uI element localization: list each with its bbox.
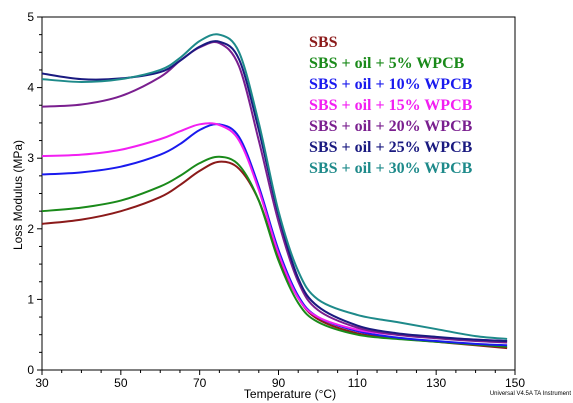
legend-entry-2: SBS + oil + 5% WPCB bbox=[309, 55, 465, 72]
legend-entry-1: SBS bbox=[309, 34, 338, 51]
series-line-7 bbox=[41, 33, 508, 340]
series-line-2 bbox=[41, 155, 508, 348]
legend: SBS SBS + oil + 5% WPCB SBS + oil + 10% WP… bbox=[309, 34, 473, 177]
axes: 30 50 70 90 110 130 150 0 1 2 3 4 5 bbox=[27, 10, 525, 390]
legend-entry-7: SBS + oil + 30% WPCB bbox=[309, 160, 473, 177]
series-line-6 bbox=[41, 40, 508, 343]
legend-entry-3: SBS + oil + 10% WPCB bbox=[309, 76, 473, 93]
x-tick-label: 90 bbox=[272, 376, 286, 390]
series-line-3 bbox=[41, 123, 508, 347]
x-tick-label: 30 bbox=[35, 376, 49, 390]
instrument-footer: Universal V4.5A TA Instrument bbox=[490, 391, 571, 397]
series-line-1 bbox=[41, 160, 508, 350]
x-axis-label: Temperature (°C) bbox=[244, 387, 336, 401]
y-tick-label: 4 bbox=[27, 81, 34, 95]
x-tick-label: 70 bbox=[193, 376, 207, 390]
series-line-5 bbox=[41, 41, 508, 344]
legend-entry-6: SBS + oil + 25% WPCB bbox=[309, 139, 473, 156]
x-tick-label: 50 bbox=[114, 376, 128, 390]
x-tick-label: 130 bbox=[426, 376, 446, 390]
y-tick-label: 1 bbox=[27, 292, 34, 306]
series-layer bbox=[41, 33, 508, 350]
y-axis-label: Loss Modulus (MPa) bbox=[11, 140, 25, 250]
y-tick-label: 0 bbox=[27, 363, 34, 377]
legend-entry-4: SBS + oil + 15% WPCB bbox=[309, 97, 473, 114]
legend-entry-5: SBS + oil + 20% WPCB bbox=[309, 118, 473, 135]
y-tick-label: 2 bbox=[27, 222, 34, 236]
y-tick-label: 3 bbox=[27, 151, 34, 165]
x-tick-label: 150 bbox=[505, 376, 525, 390]
y-tick-label: 5 bbox=[27, 10, 34, 24]
x-tick-label: 110 bbox=[348, 376, 367, 390]
